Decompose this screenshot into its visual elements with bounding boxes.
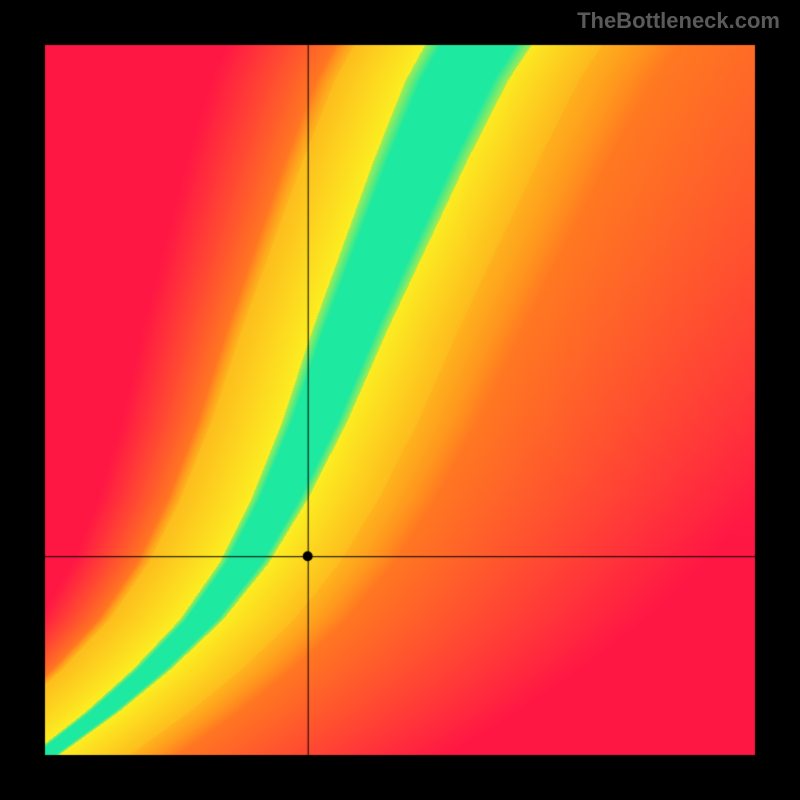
watermark-text: TheBottleneck.com <box>577 8 780 34</box>
bottleneck-heatmap <box>0 0 800 800</box>
chart-container: TheBottleneck.com <box>0 0 800 800</box>
